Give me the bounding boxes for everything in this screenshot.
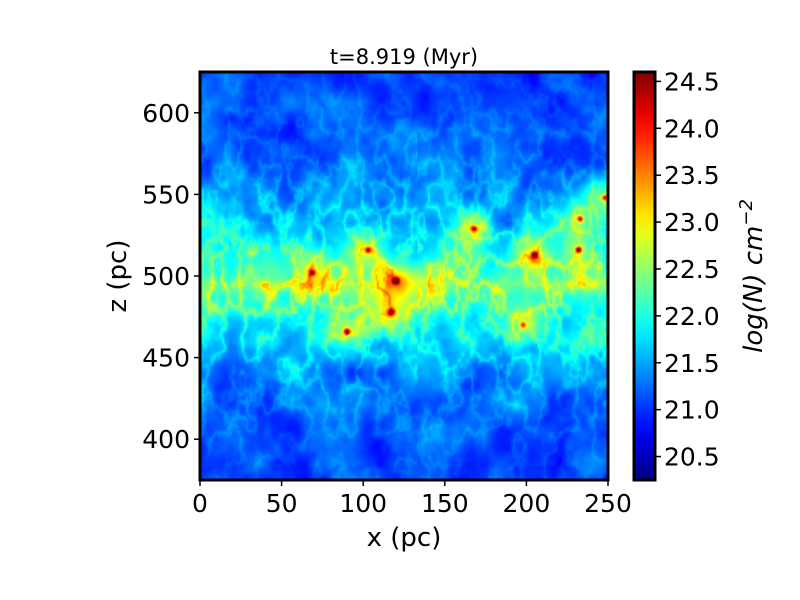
y-tick-label: 400 bbox=[142, 425, 190, 454]
x-axis-ticks: 0 50 100 150 200 250 bbox=[192, 480, 632, 518]
chart-title: t=8.919 (Myr) bbox=[330, 45, 478, 69]
y-tick-label: 450 bbox=[142, 344, 190, 373]
y-axis-label: z (pc) bbox=[103, 240, 133, 313]
colorbar-tick-label: 23.0 bbox=[664, 208, 720, 237]
y-tick-label: 550 bbox=[142, 180, 190, 209]
colorbar-tick-label: 20.5 bbox=[664, 443, 720, 472]
y-tick-label: 600 bbox=[142, 99, 190, 128]
colorbar-tick-label: 22.0 bbox=[664, 302, 720, 331]
colorbar-label: log(N) cm−2 bbox=[736, 199, 769, 353]
plot-area bbox=[200, 72, 608, 480]
x-tick-label: 100 bbox=[339, 489, 387, 518]
x-tick-label: 200 bbox=[503, 489, 551, 518]
colorbar-tick-label: 22.5 bbox=[664, 255, 720, 284]
heatmap-image bbox=[200, 72, 608, 480]
y-axis-ticks: 400 450 500 550 600 bbox=[142, 99, 200, 454]
colorbar-tick-label: 21.5 bbox=[664, 349, 720, 378]
colorbar-ticks: 20.5 21.0 21.5 22.0 22.5 23.0 23.5 24.0 24.5 bbox=[655, 67, 720, 472]
colorbar-tick-label: 23.5 bbox=[664, 161, 720, 190]
x-tick-label: 0 bbox=[192, 489, 208, 518]
x-axis-label: x (pc) bbox=[367, 523, 442, 553]
colorbar-tick-label: 24.0 bbox=[664, 114, 720, 143]
x-tick-label: 250 bbox=[584, 489, 632, 518]
x-tick-label: 150 bbox=[421, 489, 469, 518]
colorbar-tick-label: 24.5 bbox=[664, 67, 720, 96]
colorbar bbox=[632, 70, 657, 482]
y-tick-label: 500 bbox=[142, 262, 190, 291]
x-tick-label: 50 bbox=[266, 489, 298, 518]
colorbar-tick-label: 21.0 bbox=[664, 396, 720, 425]
